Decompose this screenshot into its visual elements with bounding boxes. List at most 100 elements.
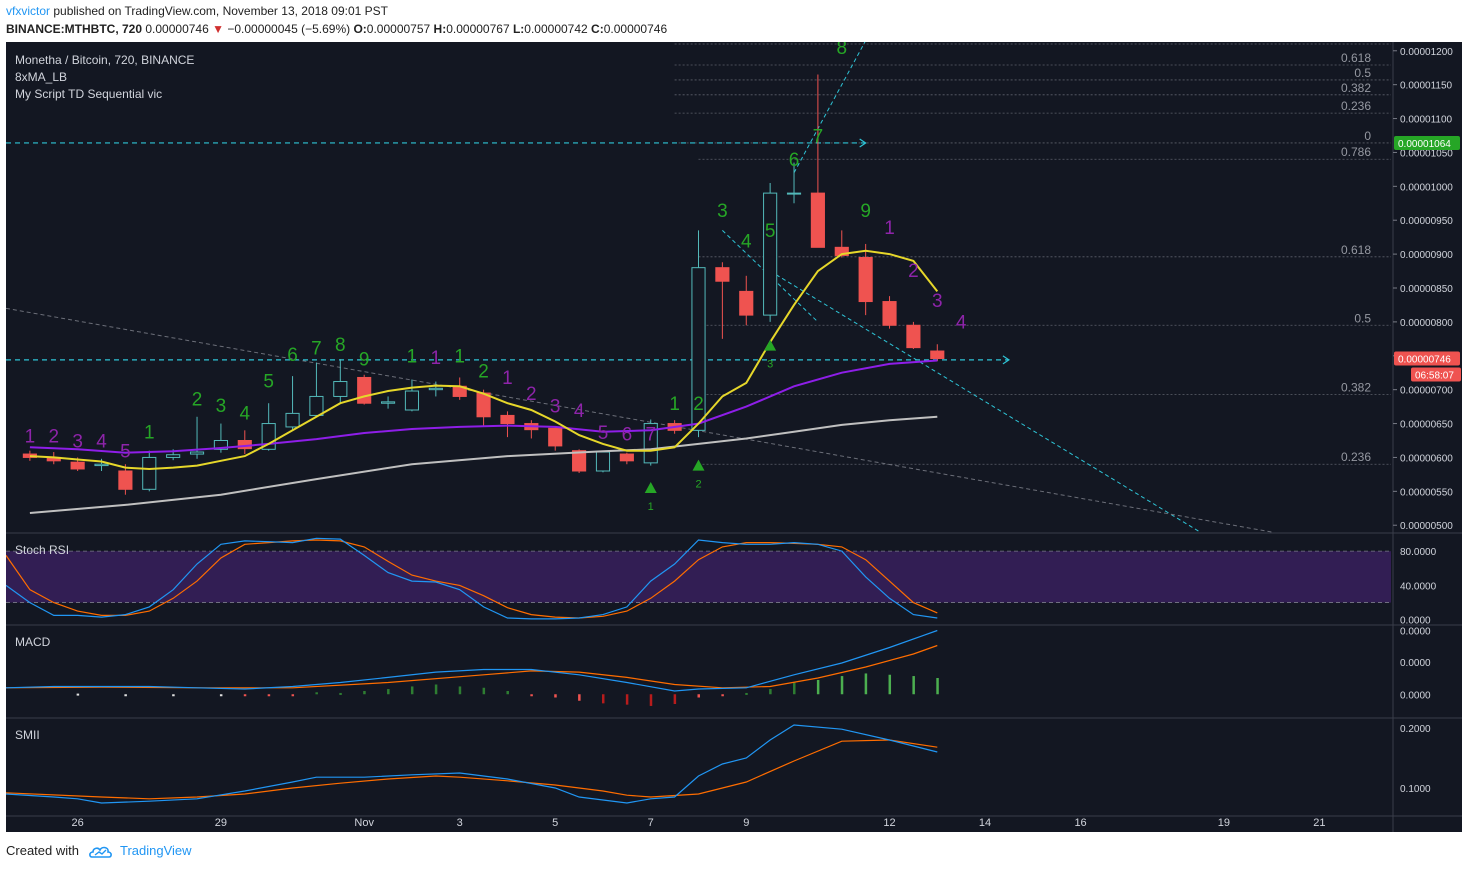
macd-histogram-bar [339,692,342,695]
td-count-label: 3 [550,397,561,418]
ohlc-line: BINANCE:MTHBTC, 720 0.00000746 ▼ −0.0000… [6,22,667,36]
td-count-label: 7 [813,126,824,147]
macd-histogram-bar [410,686,414,695]
chart-canvas[interactable]: 0.7860.6180.50.3820.23600.2360.3820.50.6… [6,42,1462,832]
td-count-label: 4 [96,431,107,452]
price-axis-label: 0.00000600 [1400,453,1453,464]
price-axis-label: 0.00000800 [1400,318,1453,329]
price-axis-label: 0.00001100 [1400,115,1453,126]
price-axis-label: 0.00000900 [1400,250,1453,261]
chart-title: Monetha / Bitcoin, 720, BINANCE [15,53,194,67]
price-badge [1394,135,1460,150]
time-axis-label: 19 [1218,817,1230,829]
smii-axis-label: 0.1000 [1400,784,1431,795]
td-count-label: 5 [263,372,274,393]
candle-body [810,192,825,248]
smii-axis-label: 0.2000 [1400,724,1431,735]
chart-background [6,42,1462,832]
td-count-label: 9 [860,201,871,222]
fib-upper-label: 0.382 [1341,81,1371,95]
down-arrow-icon: ▼ [212,22,224,36]
td-count-label: 7 [645,425,656,446]
candle-body [595,451,611,472]
time-axis-label: 16 [1074,817,1086,829]
time-axis-label: 12 [883,817,895,829]
td-count-label: 5 [598,423,609,444]
macd-histogram-bar [172,694,175,697]
candle-body [572,450,587,472]
macd-axis-label: 0.0000 [1400,627,1431,638]
macd-histogram-bar [243,694,247,697]
macd-histogram-bar [387,689,390,695]
stoch-k-line [6,537,938,620]
macd-histogram-bar [816,679,820,695]
fib-upper-label: 0.236 [1341,99,1371,113]
price-axis-label: 0.00000500 [1400,521,1453,532]
macd-histogram-bar [506,691,509,695]
macd-histogram-bar [936,678,939,695]
macd-histogram-bar [434,684,438,695]
td-count-label: 6 [287,345,298,366]
td-count-label: 3 [216,396,227,417]
open-label: O: [353,22,367,36]
candle-body [213,440,228,450]
indicator-label-ma[interactable]: 8xMA_LB [15,70,67,84]
created-with-label: Created with [6,843,79,858]
time-axis-label: 21 [1313,817,1325,829]
candle-body [739,290,754,316]
buy-signal-arrow-icon [692,459,705,471]
macd-histogram-bar [864,673,868,695]
stoch-band [6,551,1391,603]
fib-upper-label: 0.618 [1341,51,1371,65]
td-count-label: 3 [717,201,728,222]
candle-body [834,246,849,256]
macd-histogram-bar [554,694,557,698]
price-badge [1394,351,1460,366]
smii-title: SMII [15,728,40,742]
candle-body [548,427,563,447]
countdown-badge [1411,367,1461,382]
macd-histogram-bar [76,693,80,696]
close-value: 0.00000746 [603,22,668,36]
author-link[interactable]: vfxvictor [6,4,51,18]
fib-upper-label: 0 [1364,129,1371,143]
stoch-axis-label: 0.0000 [1400,616,1431,627]
tradingview-link[interactable]: TradingView [120,843,192,858]
fib-level-label: 0.618 [1341,243,1371,257]
stoch-title: Stoch RSI [15,543,69,557]
candle-body [906,324,921,349]
buy-signal-label: 3 [767,359,773,371]
macd-histogram-bar [888,674,892,695]
candle-body [643,423,658,464]
macd-histogram-bar [267,694,271,697]
time-axis-label: 7 [648,817,654,829]
candle-body [118,470,133,490]
td-count-label: 7 [311,338,322,359]
time-axis-label: 9 [743,817,749,829]
time-axis-label: 3 [457,817,463,829]
td-count-label: 6 [622,425,633,446]
macd-histogram-bar [793,682,796,695]
candle-body [285,412,300,428]
fib-level-label: 0.786 [1341,145,1371,159]
td-count-label: 4 [574,401,585,422]
macd-histogram-bar [649,694,653,706]
macd-histogram-bar [291,694,295,697]
td-count-label: 2 [693,394,704,415]
td-count-label: 2 [192,389,203,410]
price-badge-label: 0.00001064 [1398,139,1451,150]
price-axis-label: 0.00001050 [1400,148,1453,159]
candle-body [786,192,802,195]
price-axis-label: 0.00000700 [1400,386,1453,397]
indicator-label-td[interactable]: My Script TD Sequential vic [15,87,162,101]
macd-histogram-bar [625,694,629,705]
candle-body [142,456,157,490]
candle-body [309,395,324,416]
chart-frame[interactable]: 0.786 0.618 0.5 0.382 0.236 0 0.236 0.382 0.5 0.6… [6,42,1462,832]
ray-arrow-icon [1002,355,1011,365]
high-value: 0.00000767 [446,22,510,36]
price-axis-label: 0.00000650 [1400,420,1453,431]
chart-header: vfxvictor published on TradingView.com, … [6,4,1462,42]
macd-line [6,629,938,692]
time-axis-label: Nov [354,817,374,829]
